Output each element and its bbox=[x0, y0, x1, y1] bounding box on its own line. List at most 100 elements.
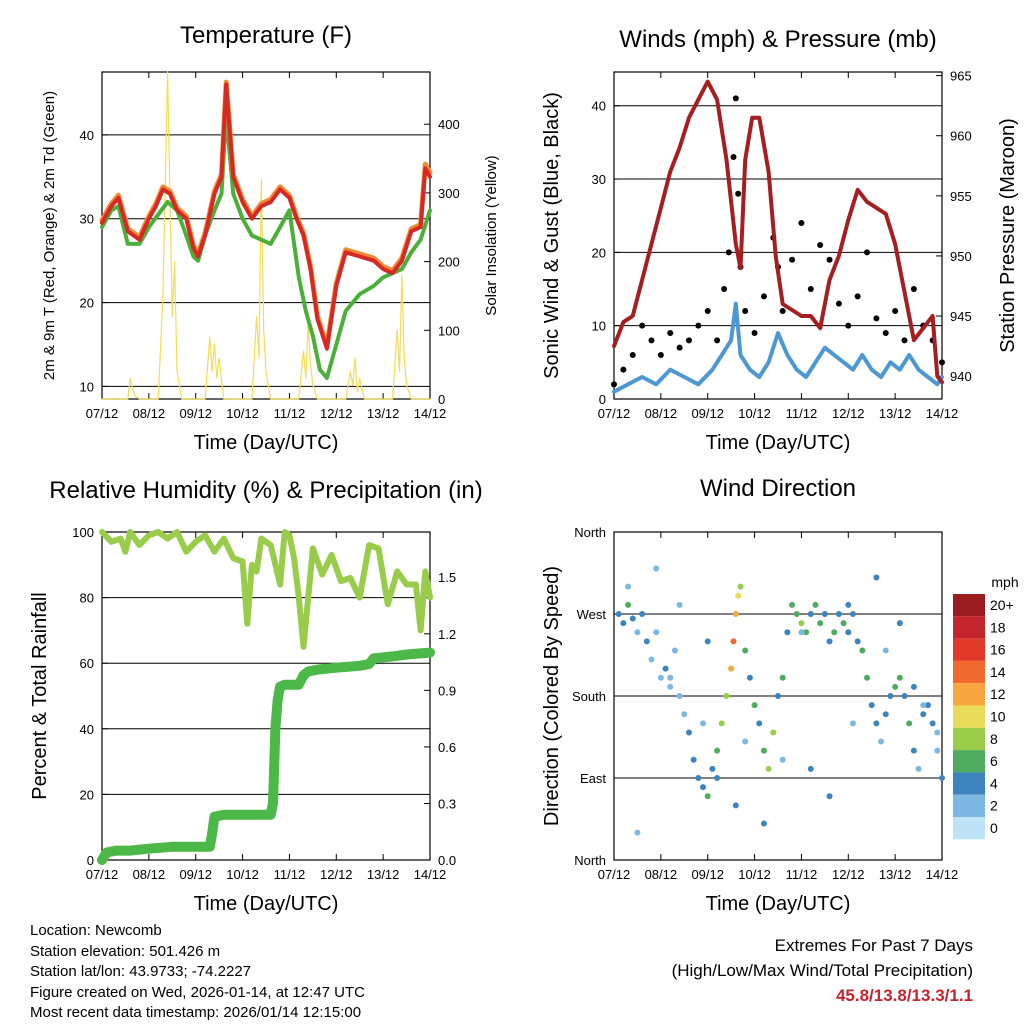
wind-direction-point bbox=[906, 720, 913, 727]
legend-label: 12 bbox=[990, 686, 1006, 702]
y2-tick-label: 400 bbox=[438, 117, 460, 132]
x-tick-label: 12/12 bbox=[832, 406, 865, 421]
wind-direction-point bbox=[803, 629, 810, 636]
legend-swatch bbox=[953, 750, 985, 773]
wind-direction-point bbox=[765, 765, 772, 772]
wind-direction-point bbox=[798, 620, 805, 627]
x-tick-label: 09/12 bbox=[179, 406, 212, 421]
wind-direction-point bbox=[910, 683, 917, 690]
gust-point bbox=[695, 322, 702, 329]
wind-direction-point bbox=[896, 674, 903, 681]
wind-direction-point bbox=[939, 775, 945, 781]
wind-direction-point bbox=[676, 693, 683, 699]
x-axis-label: Time (Day/UTC) bbox=[194, 893, 339, 915]
x-tick-label: 10/12 bbox=[226, 406, 259, 421]
gust-point bbox=[807, 286, 814, 293]
wind-direction-point bbox=[789, 601, 796, 608]
legend-swatch bbox=[953, 794, 985, 817]
legend-swatch bbox=[953, 638, 985, 661]
gust-point bbox=[676, 344, 683, 351]
gust-point bbox=[732, 95, 739, 102]
wind-direction-point bbox=[882, 711, 889, 718]
x-tick-label: 14/12 bbox=[926, 867, 959, 882]
wind-direction-point bbox=[849, 720, 856, 727]
y-tick-label: 80 bbox=[80, 591, 94, 606]
gust-point bbox=[629, 352, 636, 359]
wind-direction-point bbox=[845, 601, 852, 608]
wind-direction-point bbox=[695, 775, 702, 781]
wind-direction-point bbox=[718, 720, 725, 727]
gust-point bbox=[789, 256, 796, 263]
legend-label: 4 bbox=[990, 775, 998, 791]
legend-label: 20+ bbox=[990, 597, 1014, 613]
x-tick-label: 07/12 bbox=[598, 406, 631, 421]
x-tick-label: 13/12 bbox=[367, 867, 400, 882]
y-tick-label: West bbox=[577, 607, 607, 622]
wind-direction-point bbox=[629, 615, 636, 622]
wind-direction-point bbox=[854, 638, 861, 645]
wind-direction-point bbox=[929, 720, 936, 727]
wind-direction-point bbox=[920, 711, 927, 718]
wind-direction-point bbox=[821, 611, 828, 617]
x-tick-label: 07/12 bbox=[86, 406, 119, 421]
x-tick-label: 09/12 bbox=[179, 867, 212, 882]
x-tick-label: 14/12 bbox=[414, 867, 447, 882]
wind-direction-point bbox=[735, 592, 742, 599]
legend-title: mph bbox=[991, 574, 1018, 590]
x-tick-label: 10/12 bbox=[226, 867, 259, 882]
wind-direction-point bbox=[676, 601, 683, 608]
gust-point bbox=[620, 366, 627, 373]
gust-point bbox=[901, 337, 908, 344]
y2-tick-label: 0 bbox=[438, 392, 445, 407]
wind-direction-point bbox=[742, 738, 749, 745]
gust-point bbox=[882, 330, 889, 337]
gust-point bbox=[873, 315, 880, 322]
wind-direction-point bbox=[730, 638, 737, 645]
x-tick-label: 11/12 bbox=[786, 406, 818, 421]
wind-direction-point bbox=[878, 738, 885, 745]
y-tick-label: 30 bbox=[592, 172, 606, 187]
wind-direction-point bbox=[901, 693, 908, 699]
gust-point bbox=[721, 286, 728, 293]
wind-direction-point bbox=[887, 693, 894, 699]
y-tick-label: South bbox=[572, 689, 606, 704]
wind-direction-point bbox=[770, 729, 777, 736]
legend-label: 16 bbox=[990, 642, 1006, 658]
wind-direction-point bbox=[779, 674, 786, 681]
gust-point bbox=[835, 300, 842, 307]
wind-direction-point bbox=[643, 638, 650, 645]
y-tick-label: North bbox=[574, 853, 606, 868]
gust-point bbox=[854, 293, 861, 300]
chart-title: Winds (mph) & Pressure (mb) bbox=[619, 26, 936, 53]
y2-tick-label: 950 bbox=[950, 249, 972, 264]
y-tick-label: North bbox=[574, 525, 606, 540]
y2-tick-label: 1.2 bbox=[438, 627, 456, 642]
wind-direction-point bbox=[620, 620, 627, 627]
wind-direction-point bbox=[934, 747, 941, 754]
wind-direction-point bbox=[690, 756, 697, 763]
wind-direction-point bbox=[859, 647, 866, 654]
y2-axis-label: Station Pressure (Maroon) bbox=[997, 118, 1019, 353]
wind-direction-point bbox=[779, 756, 786, 763]
y-axis-label: 2m & 9m T (Red, Orange) & 2m Td (Green) bbox=[41, 91, 58, 380]
wind-direction-point bbox=[667, 683, 674, 690]
legend-swatch bbox=[953, 817, 985, 840]
x-tick-label: 11/12 bbox=[274, 867, 306, 882]
x-tick-label: 07/12 bbox=[598, 867, 631, 882]
wind-direction-point bbox=[934, 729, 941, 736]
legend-label: 0 bbox=[990, 820, 998, 836]
gust-point bbox=[751, 330, 758, 337]
legend-swatch bbox=[953, 660, 985, 684]
legend-label: 10 bbox=[990, 709, 1006, 725]
y-tick-label: 20 bbox=[592, 245, 606, 260]
y-tick-label: 20 bbox=[80, 296, 94, 311]
gust-point bbox=[725, 249, 732, 256]
wind-direction-point bbox=[732, 802, 739, 809]
wind-direction-point bbox=[812, 601, 819, 608]
wind-direction-point bbox=[784, 629, 791, 636]
chart-title: Temperature (F) bbox=[180, 22, 352, 49]
x-tick-label: 12/12 bbox=[832, 867, 865, 882]
gust-point bbox=[817, 242, 824, 249]
x-tick-label: 08/12 bbox=[133, 406, 166, 421]
wind-direction-point bbox=[849, 611, 856, 617]
